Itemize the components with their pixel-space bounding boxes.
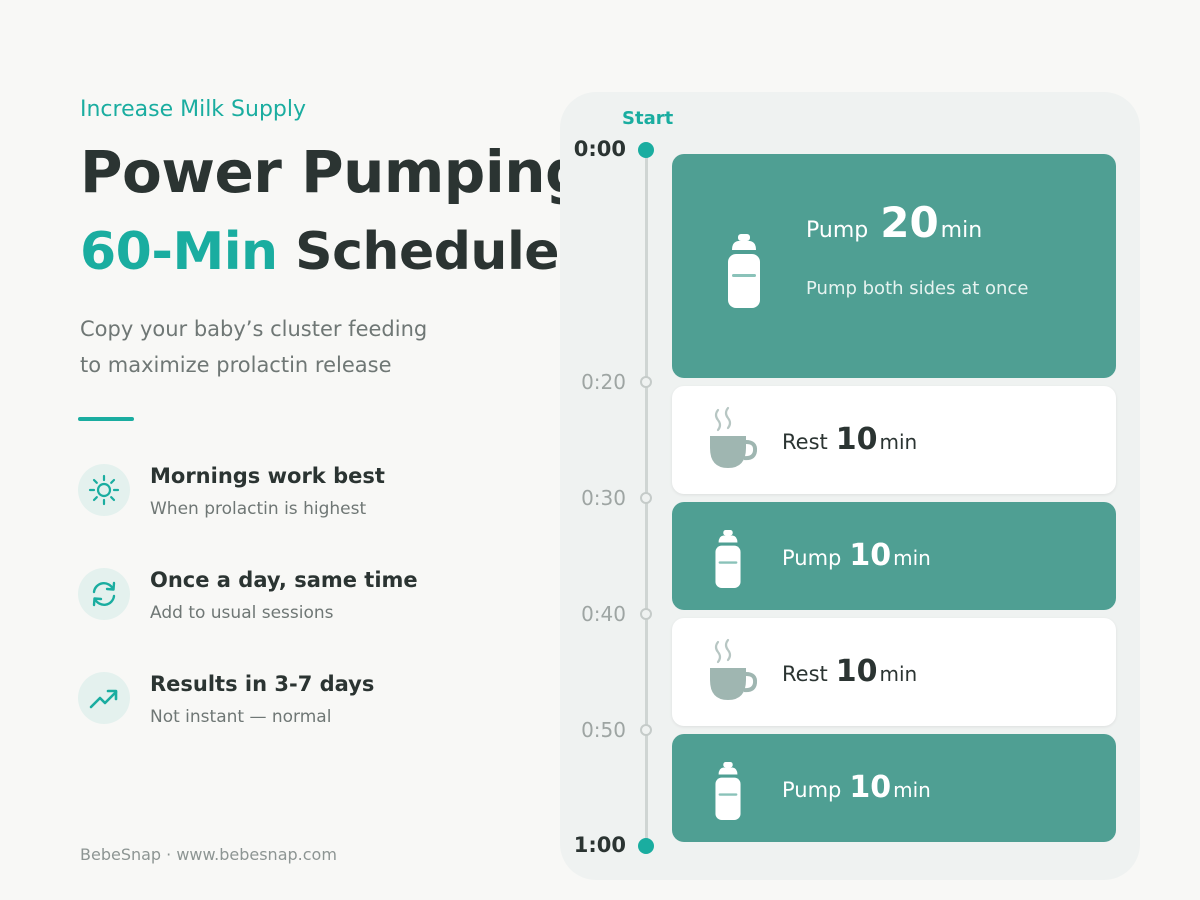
tip-desc: When prolactin is highest <box>150 499 367 519</box>
timeline-mark: 0:50 <box>581 718 626 742</box>
page-subtitle-heading: 60-Min Schedule <box>80 222 560 282</box>
schedule-block-pump: Pump 10 min <box>672 502 1116 610</box>
subtitle-line-1: Copy your baby’s cluster feeding <box>80 317 428 341</box>
minutes-unit: min <box>893 546 931 570</box>
schedule-block-rest: Rest 10 min <box>672 386 1116 494</box>
accent-divider <box>78 417 134 421</box>
page-title: Power Pumping <box>80 138 587 206</box>
title-accent: 60-Min <box>80 222 278 282</box>
subtitle-line-2: to maximize prolactin release <box>80 353 392 377</box>
activity-label: Pump <box>782 778 842 802</box>
minutes-value: 10 <box>849 770 892 805</box>
minutes-unit: min <box>893 778 931 802</box>
eyebrow-text: Increase Milk Supply <box>80 97 307 122</box>
timeline-end-dot <box>638 838 654 854</box>
trending-up-icon <box>78 672 130 724</box>
timeline-mark: 1:00 <box>573 833 626 857</box>
timeline-mark: 0:20 <box>581 370 626 394</box>
tip-title: Results in 3-7 days <box>150 672 375 696</box>
title-rest: Schedule <box>277 222 560 282</box>
block-label: Pump 10 min <box>782 770 931 805</box>
block-label: Pump 20min <box>806 198 982 247</box>
tip-desc: Add to usual sessions <box>150 603 334 623</box>
tip-desc: Not instant — normal <box>150 707 332 727</box>
tip-mornings: Mornings work best When prolactin is hig… <box>78 464 478 524</box>
repeat-icon <box>78 568 130 620</box>
activity-label: Pump <box>806 218 869 243</box>
block-label: Rest 10 min <box>782 422 917 457</box>
block-label: Pump 10 min <box>782 538 931 573</box>
minutes-unit: min <box>879 430 918 454</box>
bottle-icon <box>712 762 744 824</box>
schedule-block-pump: Pump 20min Pump both sides at once <box>672 154 1116 378</box>
timeline-mark: 0:00 <box>573 137 626 161</box>
tip-daily: Once a day, same time Add to usual sessi… <box>78 568 478 628</box>
activity-label: Rest <box>782 430 828 454</box>
sun-icon <box>78 464 130 516</box>
timeline-start-dot <box>638 142 654 158</box>
subtitle: Copy your baby’s cluster feeding to maxi… <box>80 311 427 383</box>
minutes-value: 10 <box>849 538 892 573</box>
coffee-cup-icon <box>708 406 758 474</box>
minutes-value: 10 <box>835 422 878 457</box>
timeline-tick <box>640 376 652 388</box>
bottle-icon <box>724 234 764 312</box>
timeline-start-label: Start <box>622 108 674 129</box>
schedule-block-rest: Rest 10 min <box>672 618 1116 726</box>
block-label: Rest 10 min <box>782 654 917 689</box>
tip-results: Results in 3-7 days Not instant — normal <box>78 672 478 732</box>
minutes-unit: min <box>879 662 918 686</box>
minutes-unit: min <box>940 218 983 243</box>
activity-label: Pump <box>782 546 842 570</box>
timeline-tick <box>640 492 652 504</box>
timeline-mark: 0:30 <box>581 486 626 510</box>
timeline-tick <box>640 724 652 736</box>
timeline-tick <box>640 608 652 620</box>
tip-title: Once a day, same time <box>150 568 418 592</box>
minutes-value: 20 <box>880 198 939 247</box>
timeline-mark: 0:40 <box>581 602 626 626</box>
footer-credit: BebeSnap · www.bebesnap.com <box>80 845 337 864</box>
block-note: Pump both sides at once <box>806 278 1029 299</box>
minutes-value: 10 <box>835 654 878 689</box>
activity-label: Rest <box>782 662 828 686</box>
schedule-block-pump: Pump 10 min <box>672 734 1116 842</box>
tip-title: Mornings work best <box>150 464 385 488</box>
coffee-cup-icon <box>708 638 758 706</box>
bottle-icon <box>712 530 744 592</box>
